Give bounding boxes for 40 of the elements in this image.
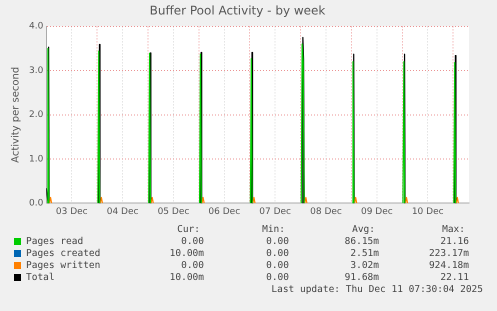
text: 0.00 <box>266 260 289 271</box>
y-tick-label: 3.0 <box>28 66 44 76</box>
text: Avg: <box>352 224 375 235</box>
y-axis-title: Activity per second <box>10 66 22 163</box>
y-tick-label: 4.0 <box>28 22 44 32</box>
x-tick-label: 07 Dec <box>259 206 292 217</box>
text: 223.17m <box>428 248 469 259</box>
x-tick-label: 10 Dec <box>412 206 444 217</box>
text: Last update: Thu Dec 11 07:30:04 2025 <box>271 284 483 296</box>
legend-label: Pages read <box>26 236 84 247</box>
y-tick-label: 2.0 <box>28 110 44 120</box>
text: 0.00 <box>181 260 204 271</box>
y-tick-label: 0.0 <box>28 198 44 209</box>
text: 22.11 <box>440 272 469 283</box>
x-tick-label: 03 Dec <box>56 206 88 217</box>
text: Cur: <box>177 224 200 235</box>
text: 924.18m <box>428 260 469 271</box>
legend-label: Pages written <box>26 260 100 271</box>
text: 10.00m <box>170 248 204 259</box>
text: 10.00m <box>170 272 204 283</box>
legend-label: Pages created <box>26 248 100 259</box>
text: 3.02m <box>350 260 379 271</box>
chart-title: Buffer Pool Activity - by week <box>150 3 326 18</box>
text: 0.00 <box>181 236 204 247</box>
text: 21.16 <box>440 236 469 247</box>
y-tick-label: 1.0 <box>28 154 44 164</box>
x-tick-label: 06 Dec <box>208 206 240 217</box>
x-tick-label: 04 Dec <box>106 206 138 217</box>
text: 0.00 <box>266 272 289 283</box>
text: Min: <box>262 224 285 235</box>
text: 0.00 <box>266 236 289 247</box>
x-tick-label: 05 Dec <box>158 206 190 217</box>
x-tick-label: 09 Dec <box>360 206 393 217</box>
text: 86.15m <box>344 236 379 247</box>
text: Max: <box>442 224 465 235</box>
text: 2.51m <box>350 248 379 259</box>
x-tick-label: 08 Dec <box>310 206 342 217</box>
legend-label: Total <box>26 272 55 283</box>
text: 0.00 <box>266 248 289 259</box>
text: 91.68m <box>344 272 379 283</box>
